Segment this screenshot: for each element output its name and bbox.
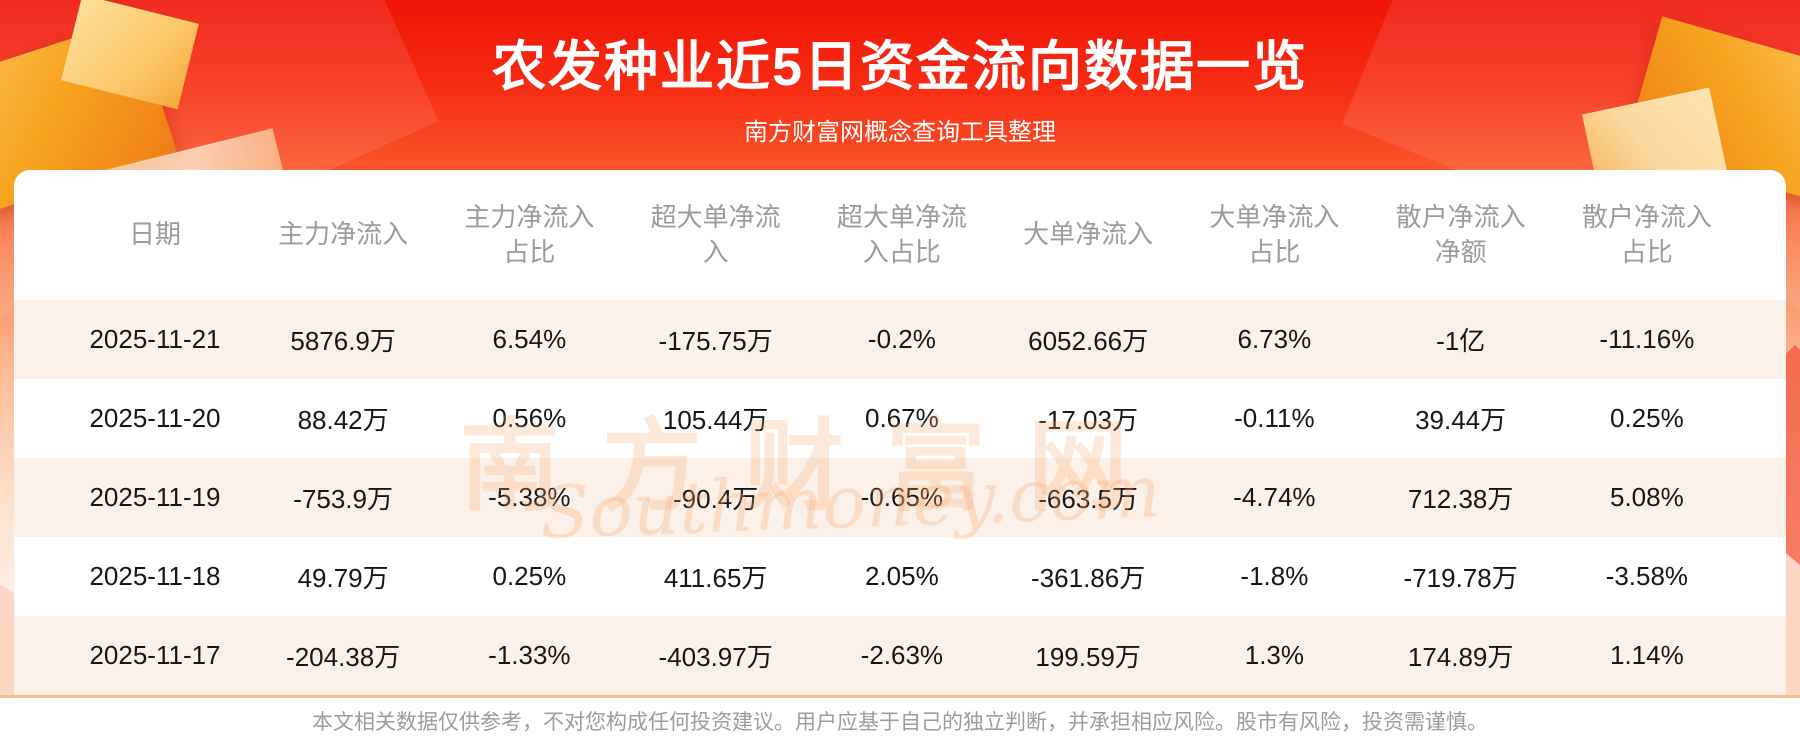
table-cell: 712.38万 (1407, 484, 1514, 514)
table-cell: 6.73% (1237, 324, 1312, 354)
table-cell: 2025-11-18 (89, 561, 221, 591)
table-cell: 2025-11-17 (89, 640, 221, 670)
table-cell: 0.56% (492, 403, 567, 433)
table-cell: -719.78万 (1403, 563, 1518, 593)
table-cell: -0.2% (867, 324, 936, 354)
table-cell: 2025-11-21 (89, 324, 221, 354)
column-header: 散户净流入净额 (1395, 201, 1526, 267)
table-cell: 6.54% (492, 324, 567, 354)
table-cell: -1.33% (488, 640, 571, 670)
table-row: 2025-11-19 -753.9万 -5.38% -90.4万 -0.65% -663.… (14, 458, 1786, 537)
table-row: 2025-11-20 88.42万 0.56% 105.44万 0.67% -17.03万… (14, 379, 1786, 458)
table-cell: -0.65% (860, 482, 944, 512)
column-header: 日期 (128, 219, 181, 250)
table-cell: 2025-11-19 (89, 482, 221, 512)
table-cell: -3.58% (1605, 561, 1689, 591)
table-cell: 6052.66万 (1028, 326, 1149, 356)
page-title: 农发种业近5日资金流向数据一览 (491, 37, 1309, 97)
page-subtitle: 南方财富网概念查询工具整理 (744, 119, 1056, 146)
disclaimer-text: 本文相关数据仅供参考，不对您构成任何投资建议。用户应基于自己的独立判断，并承担相… (0, 695, 1800, 743)
table-cell: 174.89万 (1407, 642, 1514, 672)
table-cell: 1.3% (1244, 640, 1304, 670)
table-cell: 0.25% (492, 561, 567, 591)
table-cell: -4.74% (1233, 482, 1316, 512)
table-cell: -5.38% (488, 482, 571, 512)
column-header: 散户净流入占比 (1581, 201, 1712, 267)
table-cell: 105.44万 (662, 405, 769, 435)
table-row: 2025-11-17 -204.38万 -1.33% -403.97万 -2.63% 19… (14, 616, 1786, 695)
table-cell: 2025-11-20 (89, 403, 221, 433)
table-cell: 0.25% (1610, 403, 1684, 433)
column-header: 超大单净流入占比 (836, 201, 967, 267)
table-cell: 88.42万 (297, 405, 389, 435)
table-cell: -0.11% (1234, 403, 1315, 433)
table-cell: -663.5万 (1038, 484, 1138, 514)
table-cell: -403.97万 (658, 642, 773, 672)
table-cell: 0.67% (865, 403, 939, 433)
table-cell: 5.08% (1610, 482, 1684, 512)
table-cell: 1.14% (1610, 640, 1684, 670)
table-body: 2025-11-21 5876.9万 6.54% -175.75万 -0.2% 6052.… (14, 300, 1786, 695)
table-row: 2025-11-21 5876.9万 6.54% -175.75万 -0.2% 6052.… (14, 300, 1786, 379)
table-cell: -1.8% (1240, 561, 1309, 591)
column-header: 大单净流入 (1023, 219, 1154, 250)
data-table-card: 日期 主力净流入 主力净流入占比 超大单净流入 超大单净流入占比 大单净流入 大单净流入占比… (14, 170, 1786, 695)
column-header: 主力净流入 (278, 219, 409, 250)
table-cell: 39.44万 (1415, 405, 1507, 435)
table-cell: -361.86万 (1031, 563, 1146, 593)
column-header: 主力净流入占比 (464, 201, 595, 267)
table-header-row: 日期 主力净流入 主力净流入占比 超大单净流入 超大单净流入占比 大单净流入 大单净流入占比… (14, 170, 1786, 300)
table-cell: -204.38万 (286, 642, 401, 672)
table-cell: -90.4万 (672, 484, 759, 514)
table-cell: -11.16% (1599, 324, 1695, 354)
column-header: 大单净流入占比 (1209, 201, 1340, 267)
table-cell: 2.05% (865, 561, 939, 591)
table-cell: -1亿 (1436, 326, 1486, 356)
table-cell: -175.75万 (658, 326, 773, 356)
table-cell: -17.03万 (1038, 405, 1138, 435)
table-cell: 49.79万 (297, 563, 389, 593)
column-header: 超大单净流入 (650, 201, 781, 267)
table-cell: -753.9万 (293, 484, 393, 514)
table-row: 2025-11-18 49.79万 0.25% 411.65万 2.05% -361.86… (14, 537, 1786, 616)
table-cell: 411.65万 (663, 563, 768, 593)
table-cell: -2.63% (860, 640, 944, 670)
table-cell: 199.59万 (1035, 642, 1141, 672)
table-cell: 5876.9万 (290, 326, 396, 356)
